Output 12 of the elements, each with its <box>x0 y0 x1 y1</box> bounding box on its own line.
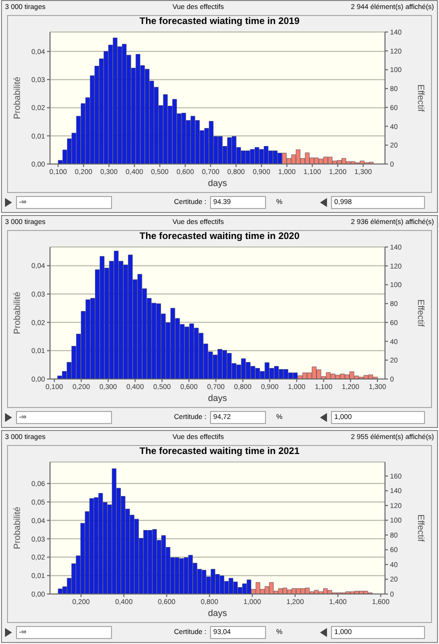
y2-axis-title: Effectif <box>416 84 426 112</box>
x-axis-title: days <box>208 393 228 403</box>
x-axis-title: days <box>208 608 228 618</box>
chart-title: The forecasted waiting time in 2021 <box>138 446 300 458</box>
y-axis-title: Probabilité <box>12 506 22 550</box>
y2-axis-title: Effectif <box>416 299 426 328</box>
chart-title: The forecasted waiting time in 2020 <box>138 231 300 243</box>
x-axis-title: days <box>208 178 228 188</box>
y-axis-title: Probabilité <box>12 76 22 120</box>
chart-title: The forecasted wiating time in 2019 <box>138 16 300 28</box>
y-axis-title: Probabilité <box>12 292 22 334</box>
y2-axis-title: Effectif <box>416 514 426 542</box>
